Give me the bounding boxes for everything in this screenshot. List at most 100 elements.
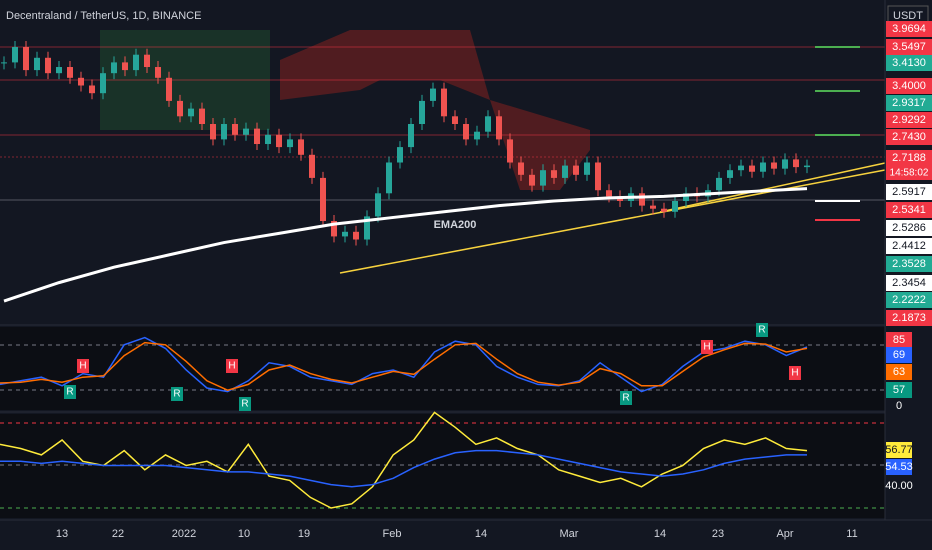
candle [441,88,447,117]
marker-box [77,359,89,373]
indicator-label: 56.77 [885,444,913,456]
indicator-label: 69 [893,349,905,361]
time-label: 10 [238,528,250,540]
indicator-label: 40.00 [885,480,913,492]
price-label: 2.2222 [892,294,926,306]
indicator-label: 54.53 [885,461,913,473]
time-label: 14 [475,528,487,540]
price-label: 2.1873 [892,312,926,324]
candle [309,154,315,178]
marker-box [789,366,801,380]
candle [342,231,348,237]
indicator-label-box [886,332,912,348]
candle [364,216,370,240]
candle [430,88,436,101]
candle [89,85,95,94]
candle [397,147,403,163]
candle [485,116,491,132]
price-label-box [886,78,932,94]
time-label: 13 [56,528,68,540]
indicator-label: 57 [893,384,905,396]
time-label: 2022 [172,528,196,540]
price-label: 2.9317 [892,97,926,109]
marker: H [79,361,86,372]
candle [188,108,194,117]
candle [507,139,513,163]
price-label: 2.3454 [892,277,926,289]
price-label-box [886,220,932,236]
candle [166,77,172,101]
indicator-label-box [886,382,912,398]
marker-box [701,340,713,354]
candle [672,201,678,212]
candle [419,100,425,124]
candle [210,124,216,140]
candle [529,174,535,186]
marker-box [756,323,768,337]
ema-label: EMA200 [434,219,477,231]
candle [683,193,689,201]
ema-line [3,187,808,303]
indicator-label: 0 [896,400,902,412]
marker: H [791,368,798,379]
indicator-line [0,341,808,391]
marker: R [66,387,73,398]
indicator-label-box [886,398,912,414]
candle [56,67,62,74]
candle [287,139,293,148]
indicator-label-box [886,442,912,458]
candle [749,165,755,172]
price-label: 3.4130 [892,57,926,69]
price-label: 2.7188 [892,152,926,164]
price-label: 2.4412 [892,240,926,252]
candle [518,162,524,175]
price-label-box [886,95,932,111]
time-label: Mar [560,528,579,540]
price-label-box [886,238,932,254]
candle [782,159,788,169]
price-label-box [886,129,932,145]
price-label-box [886,310,932,326]
price-label: 2.5286 [892,222,926,234]
candle [727,170,733,178]
candle [320,177,326,222]
marker-box [620,391,632,405]
price-label: 2.9292 [892,114,926,126]
candle [408,124,414,148]
countdown-box [886,166,932,180]
candle [573,165,579,175]
candle [386,162,392,194]
time-label: Apr [776,528,793,540]
time-label: 14 [654,528,666,540]
price-label: 2.5917 [892,186,926,198]
price-label-box [886,292,932,308]
candle [331,221,337,237]
candle [716,177,722,191]
candle [639,193,645,206]
candle [661,208,667,212]
price-label: 2.3528 [892,258,926,270]
candle [144,54,150,68]
time-label: 22 [112,528,124,540]
marker-box [239,397,251,411]
candle [122,62,128,71]
candle [221,124,227,140]
candle [177,100,183,117]
candle [375,193,381,217]
candle [452,116,458,124]
candle [804,165,810,168]
candle [23,47,29,71]
symbol-title: Decentraland / TetherUS, 1D, BINANCE [6,10,201,22]
marker: R [758,325,765,336]
time-label: 11 [846,528,857,540]
candle [738,165,744,171]
price-label: 3.4000 [892,80,926,92]
indicator-label: 63 [893,366,905,378]
candle [474,131,480,140]
marker: H [703,342,710,353]
currency: USDT [893,10,923,22]
candle [232,124,238,135]
price-label: 2.7430 [892,131,926,143]
candle [78,77,84,86]
